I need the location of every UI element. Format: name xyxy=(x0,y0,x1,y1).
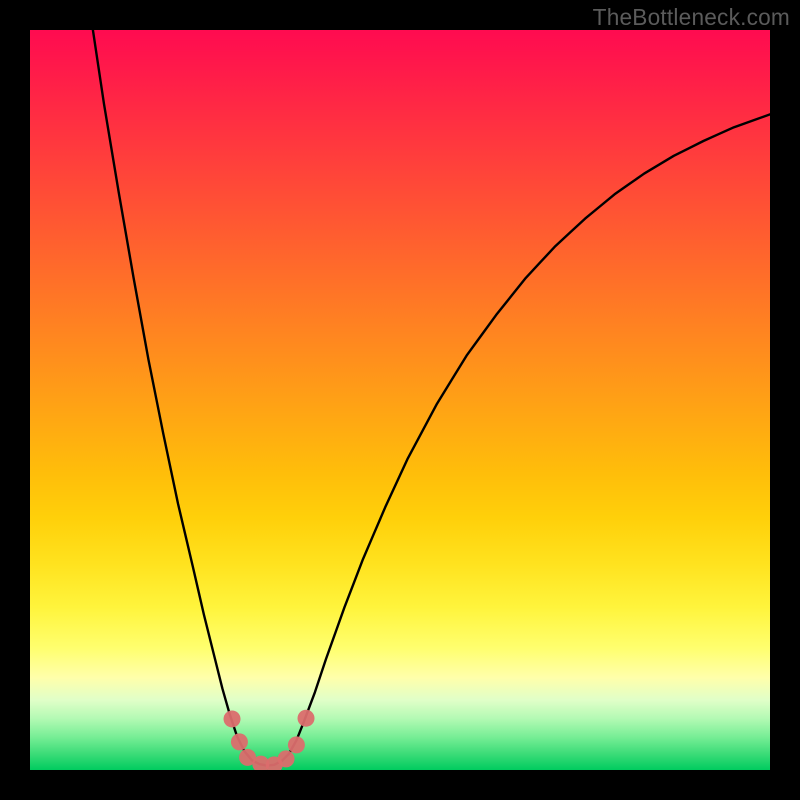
marker-dot xyxy=(298,710,315,727)
bottleneck-chart xyxy=(0,0,800,800)
marker-dot xyxy=(224,710,241,727)
marker-dot xyxy=(231,733,248,750)
gradient-background xyxy=(30,30,770,770)
marker-dot xyxy=(278,750,295,767)
chart-frame: TheBottleneck.com xyxy=(0,0,800,800)
marker-dot xyxy=(288,736,305,753)
watermark-text: TheBottleneck.com xyxy=(593,4,790,31)
